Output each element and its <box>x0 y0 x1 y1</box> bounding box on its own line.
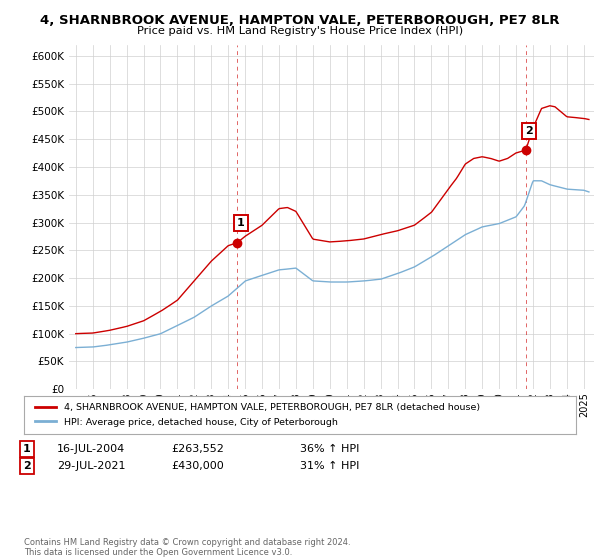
Text: Contains HM Land Registry data © Crown copyright and database right 2024.
This d: Contains HM Land Registry data © Crown c… <box>24 538 350 557</box>
Text: £430,000: £430,000 <box>171 461 224 471</box>
Text: 2: 2 <box>23 461 31 471</box>
Text: 2: 2 <box>525 126 533 136</box>
Text: Price paid vs. HM Land Registry's House Price Index (HPI): Price paid vs. HM Land Registry's House … <box>137 26 463 36</box>
Text: 1: 1 <box>23 444 31 454</box>
Text: 1: 1 <box>237 218 245 228</box>
Legend: 4, SHARNBROOK AVENUE, HAMPTON VALE, PETERBOROUGH, PE7 8LR (detached house), HPI:: 4, SHARNBROOK AVENUE, HAMPTON VALE, PETE… <box>31 400 484 430</box>
Text: 4, SHARNBROOK AVENUE, HAMPTON VALE, PETERBOROUGH, PE7 8LR: 4, SHARNBROOK AVENUE, HAMPTON VALE, PETE… <box>40 14 560 27</box>
Text: 31% ↑ HPI: 31% ↑ HPI <box>300 461 359 471</box>
Text: 36% ↑ HPI: 36% ↑ HPI <box>300 444 359 454</box>
Text: 16-JUL-2004: 16-JUL-2004 <box>57 444 125 454</box>
Text: £263,552: £263,552 <box>171 444 224 454</box>
Text: 29-JUL-2021: 29-JUL-2021 <box>57 461 125 471</box>
